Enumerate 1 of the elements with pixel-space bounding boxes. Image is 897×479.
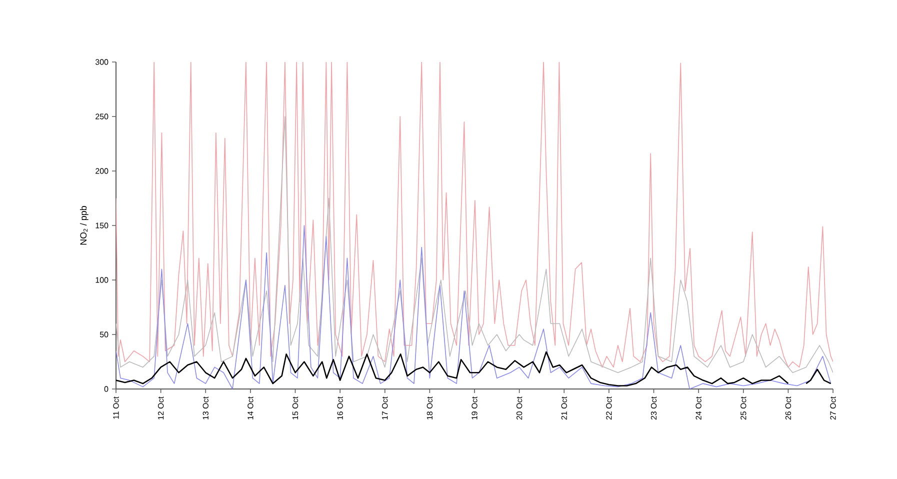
- y-axis-title: NO$_{2}$ / ppb: [80, 206, 88, 245]
